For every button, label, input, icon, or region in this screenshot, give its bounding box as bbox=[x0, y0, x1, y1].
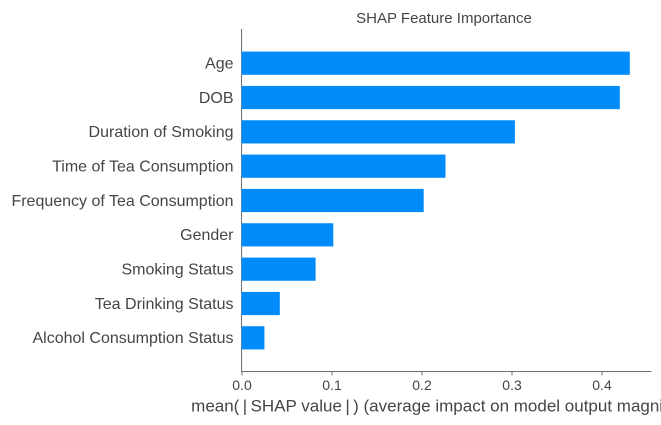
svg-text:0.1: 0.1 bbox=[322, 377, 342, 393]
svg-text:Alcohol Consumption Status: Alcohol Consumption Status bbox=[33, 330, 234, 347]
svg-text:Frequency of Tea Consumption: Frequency of Tea Consumption bbox=[11, 193, 233, 210]
svg-text:SHAP Feature Importance: SHAP Feature Importance bbox=[356, 10, 532, 27]
svg-text:Gender: Gender bbox=[180, 227, 234, 244]
svg-text:DOB: DOB bbox=[199, 90, 234, 107]
svg-text:Age: Age bbox=[205, 56, 234, 73]
svg-text:Time of Tea Consumption: Time of Tea Consumption bbox=[52, 159, 233, 176]
svg-text:mean( | SHAP value | ) (averag: mean( | SHAP value | ) (average impact o… bbox=[191, 397, 661, 416]
svg-text:Tea Drinking Status: Tea Drinking Status bbox=[95, 296, 234, 313]
svg-text:0.0: 0.0 bbox=[232, 377, 252, 393]
svg-text:0.3: 0.3 bbox=[502, 377, 522, 393]
svg-text:0.2: 0.2 bbox=[412, 377, 432, 393]
svg-text:Duration of Smoking: Duration of Smoking bbox=[89, 124, 234, 141]
svg-text:0.4: 0.4 bbox=[592, 377, 612, 393]
svg-text:Smoking Status: Smoking Status bbox=[121, 262, 233, 279]
